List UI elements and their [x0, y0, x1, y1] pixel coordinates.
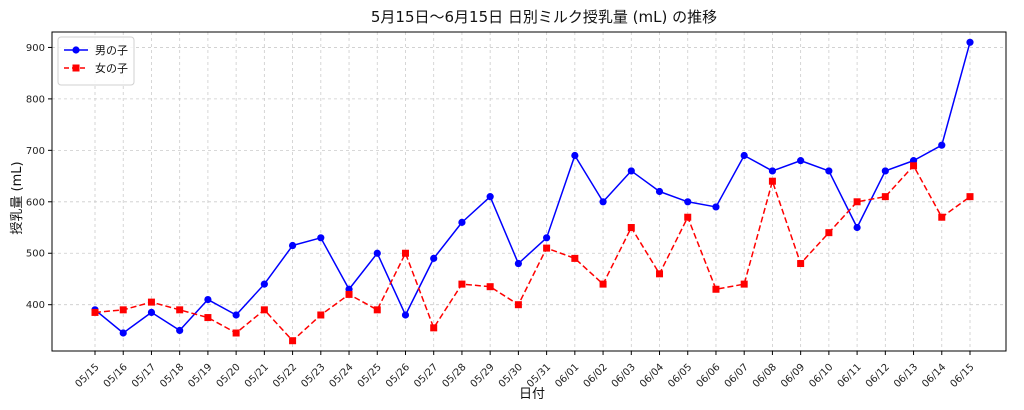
data-point — [740, 151, 748, 160]
y-tick-label: 800 — [26, 94, 45, 105]
data-point — [627, 167, 635, 175]
data-point — [486, 193, 494, 201]
data-point — [260, 280, 268, 288]
data-point — [176, 326, 184, 335]
data-point — [881, 193, 889, 201]
data-point — [119, 329, 127, 337]
data-point — [232, 329, 240, 337]
data-point — [543, 244, 551, 252]
data-point — [486, 283, 494, 291]
data-point — [768, 167, 777, 175]
data-point — [147, 298, 155, 306]
data-point — [430, 254, 438, 262]
data-point — [458, 280, 466, 288]
data-point — [684, 213, 692, 221]
data-point — [599, 198, 607, 206]
data-point — [684, 198, 692, 206]
data-point — [373, 306, 381, 314]
data-point — [204, 295, 212, 304]
legend-label: 女の子 — [95, 61, 128, 75]
data-point — [712, 203, 720, 211]
data-point — [204, 314, 212, 322]
data-point — [289, 337, 297, 345]
data-point — [712, 285, 720, 293]
data-point — [401, 311, 410, 319]
data-point — [627, 224, 635, 232]
data-point — [825, 167, 833, 175]
data-point — [938, 141, 946, 149]
data-point — [260, 306, 268, 314]
data-point — [571, 151, 579, 160]
data-point — [232, 311, 240, 319]
y-tick-label: 500 — [26, 249, 45, 260]
series-lines — [91, 38, 974, 345]
series-line — [94, 42, 971, 334]
data-point — [599, 280, 607, 288]
data-point — [910, 162, 918, 170]
data-point — [966, 193, 974, 201]
series-line — [94, 165, 971, 342]
data-point — [317, 234, 325, 242]
data-point — [656, 270, 664, 278]
legend-swatch-marker — [72, 46, 80, 54]
legend-label: 男の子 — [95, 44, 128, 57]
data-point — [288, 241, 297, 250]
series-2 — [91, 162, 974, 345]
data-point — [853, 223, 861, 232]
data-point — [373, 249, 381, 257]
y-tick-label: 900 — [26, 43, 45, 54]
data-point — [655, 187, 664, 196]
data-point — [514, 301, 522, 309]
data-point — [345, 290, 353, 298]
plot-area-frame — [51, 31, 1007, 352]
y-tick-label: 400 — [26, 300, 45, 311]
y-tick-label: 700 — [26, 146, 45, 157]
data-point — [119, 306, 127, 314]
data-point — [458, 218, 466, 226]
data-point — [514, 259, 522, 268]
data-point — [176, 306, 184, 314]
data-point — [797, 260, 805, 268]
data-point — [571, 254, 579, 262]
legend-swatch-marker — [72, 64, 80, 72]
y-axis-ticks: 400 500 600 700 800 900 — [26, 43, 52, 311]
data-point — [966, 38, 974, 46]
data-point — [543, 234, 551, 242]
data-point — [853, 198, 861, 206]
data-point — [91, 308, 99, 316]
data-point — [740, 280, 748, 288]
data-point — [317, 311, 325, 319]
chart-title: 5月15日〜6月15日 日別ミルク授乳量 (mL) の推移 — [371, 8, 717, 26]
data-point — [147, 308, 156, 317]
y-tick-label: 600 — [26, 197, 45, 208]
data-point — [881, 167, 889, 175]
data-point — [401, 249, 409, 257]
data-point — [768, 177, 776, 185]
data-point — [797, 157, 805, 165]
data-point — [825, 229, 833, 237]
x-axis-label: 日付 — [519, 387, 545, 402]
data-point — [938, 213, 946, 221]
data-point — [430, 324, 438, 332]
y-axis-label: 授乳量 (mL) — [10, 161, 25, 234]
